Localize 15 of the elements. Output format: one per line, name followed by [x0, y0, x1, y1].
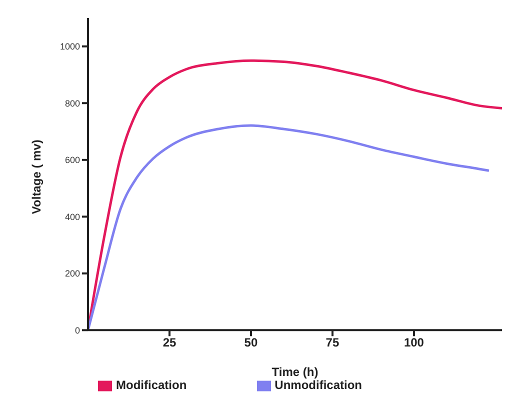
y-tick-label: 0: [74, 325, 80, 336]
y-tick-label: 800: [64, 98, 80, 108]
x-tick-label: 25: [162, 336, 176, 350]
legend-label: Modification: [116, 378, 187, 392]
y-axis-title: Voltage ( mv): [29, 140, 44, 214]
x-tick-label: 75: [326, 336, 340, 350]
x-tick-label: 100: [404, 336, 424, 350]
y-tick-label: 400: [64, 212, 80, 222]
y-tick-label: 600: [64, 155, 80, 166]
y-tick-label: 200: [64, 268, 80, 279]
line-series: [88, 124, 490, 330]
legend-label: Unmodification: [274, 378, 362, 392]
x-tick-label: 50: [244, 336, 258, 350]
x-axis-title: Time (h): [272, 365, 318, 380]
y-tick-label: 1000: [60, 42, 80, 52]
